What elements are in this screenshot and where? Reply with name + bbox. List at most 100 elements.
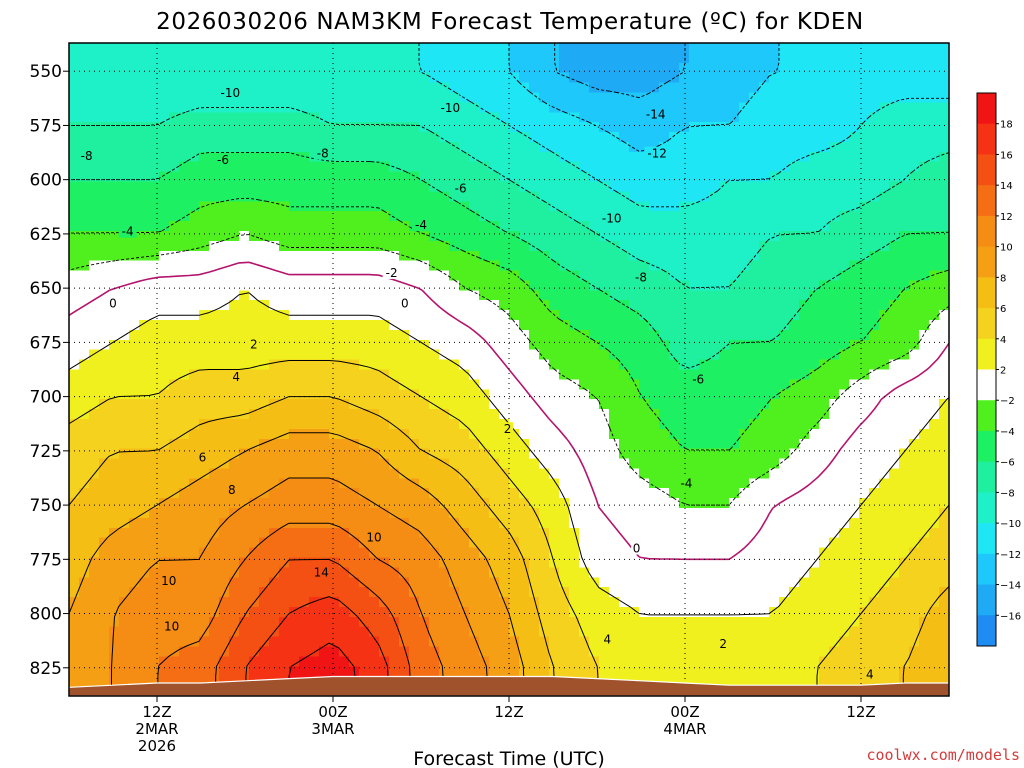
contour-label: -4 [415,218,427,232]
contour-label-bg [382,265,401,279]
contour-label: -12 [647,147,667,161]
contour-label-bg [632,270,650,284]
contour-label-bg [601,632,613,646]
contour-label: 0 [633,541,641,555]
colorbar-tick-label: −6 [1000,458,1015,469]
contour-label-bg [313,146,332,160]
contour-label: 10 [161,574,176,588]
x-tick-label: 00Z [670,703,699,721]
temperature-fill [69,43,949,696]
colorbar-swatch [977,185,996,217]
x-tick-label: 4MAR [663,720,706,738]
x-tick-label: 3MAR [311,720,354,738]
contour-label: -2 [386,266,398,280]
contour--4 [69,197,949,451]
contour-label: -8 [81,149,93,163]
contour-label-bg [77,148,96,162]
colorbar-tick-label: 2 [1000,366,1006,377]
colorbar-tick-label: −16 [1000,611,1021,622]
colorbar-swatch [977,492,996,524]
contour-label: -10 [441,101,461,115]
contour-label: -4 [680,476,692,490]
contour-label-bg [412,218,430,232]
contour-6 [69,396,949,696]
contour-label-bg [312,565,331,579]
y-tick-label: 625 [30,225,62,245]
colorbar-swatch [977,553,996,585]
contour-label: 2 [504,422,512,436]
contour-label: -4 [122,225,134,239]
x-tick-label: 12Z [142,703,171,721]
contour-label-bg [502,422,514,436]
y-tick-label: 725 [30,442,62,462]
colorbar-swatch [977,461,996,493]
x-tick-label: 12Z [846,703,875,721]
contour-label: -8 [317,147,329,161]
contour-label-bg [451,181,470,195]
colorbar-swatch [977,93,996,125]
y-tick-label: 600 [30,171,62,191]
contour-label: -6 [217,153,229,167]
contour--10 [418,43,949,208]
contour-label-bg [689,372,708,386]
contour-label: -10 [221,86,241,100]
chart-title: 2026030206 NAM3KM Forecast Temperature (… [156,9,864,35]
contour-label: -8 [635,270,647,284]
colorbar-tick-label: 4 [1000,335,1006,346]
contour-label: 10 [164,620,179,634]
contour-label-bg [226,482,238,496]
contour-label-bg [399,296,411,310]
y-axis: 550 575 600 625 650 675 700 725 750 775 800 825 [30,62,69,679]
colorbar-swatch [977,369,996,401]
contour-label-bg [644,146,670,160]
contour-label: 10 [366,531,381,545]
colorbar-tick-label: 10 [1000,243,1013,254]
y-tick-label: 775 [30,550,62,570]
colorbar-swatch [977,584,996,616]
contour-label: 4 [866,667,874,681]
colorbar-tick-label: 18 [1000,120,1013,131]
contour-label-bg [196,450,208,464]
contour-label: -6 [455,181,467,195]
x-axis-label: Forecast Time (UTC) [413,748,604,768]
y-tick-label: 575 [30,116,62,136]
x-tick-label: 12Z [494,703,523,721]
contour-label-bg [159,574,178,588]
colorbar-tick-label: −8 [1000,488,1015,499]
plot-area: -10 -10 -14 -8 -6 -8 -12 -6 -4 -4 -10 -2 -8 0 0 2 -6 4 2 6 -… [68,42,950,697]
colorbar-tick-label: 12 [1000,212,1013,223]
colorbar-swatch [977,246,996,278]
contour-label: 0 [109,296,117,310]
y-tick-label: 550 [30,62,62,82]
contour-label-bg [437,101,463,115]
contour-label: 0 [401,296,409,310]
contour--12 [508,43,780,152]
colorbar-swatch [977,308,996,340]
contour--14 [554,43,686,99]
y-tick-label: 750 [30,496,62,516]
contour-label: 8 [228,483,236,497]
gridlines [69,43,949,696]
contour-label-bg [230,370,242,384]
colorbar-swatch [977,277,996,309]
colorbar-swatch [977,215,996,248]
contour-label: -6 [692,372,704,386]
contour-label-bg [599,211,625,225]
contour-label: -14 [646,108,666,122]
colorbar-swatch [977,123,996,155]
contour-label-bg [118,224,137,238]
contour-label-bg [248,337,260,351]
colorbar-tick-label: 8 [1000,273,1006,284]
contour-14 [215,558,411,696]
contour-label-bg [365,530,384,544]
contour-8 [69,432,525,696]
colorbar-swatch [977,400,996,432]
contour-label-bg [162,619,181,633]
contour-labels: -10 -10 -14 -8 -6 -8 -12 -6 -4 -4 -10 -2 -8 0 0 2 -6 4 2 6 -… [77,85,876,681]
y-tick-label: 700 [30,388,62,408]
x-tick-label: 2026 [138,737,176,755]
x-tick-label: 2MAR [135,720,178,738]
y-tick-label: 650 [30,279,62,299]
contour-label-bg [677,476,696,490]
contour-label-bg [643,107,669,121]
